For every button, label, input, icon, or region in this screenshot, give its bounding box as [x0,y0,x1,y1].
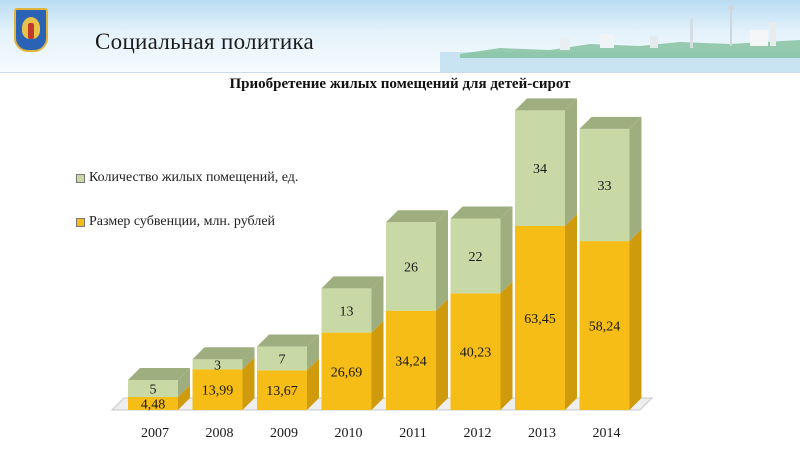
bar-group: 34,24 26 [386,210,448,410]
bar-subsidy-side [629,229,642,410]
data-label-count: 3 [214,358,221,373]
bar-subsidy [450,293,501,410]
bar-count [128,380,178,398]
x-tick-label: 2009 [270,426,298,441]
data-label-subsidy: 26,69 [331,365,363,380]
data-label-subsidy: 40,23 [460,346,492,361]
city-skyline-icon [440,5,800,72]
bar-group: 40,23 22 [450,206,513,410]
data-label-subsidy: 34,24 [395,354,427,369]
bar-subsidy-side [371,320,384,410]
bar-count [386,222,436,311]
city-emblem-icon [14,8,48,52]
bar-subsidy-side [436,298,448,410]
bar-count-side [500,206,513,294]
bar-count-side [629,116,642,242]
bar-count [579,128,630,242]
legend-swatch-subsidy [76,217,85,227]
bar-subsidy-side [500,281,513,410]
bar-top [192,347,255,360]
x-tick-label: 2007 [141,426,169,441]
bar-count [257,346,307,371]
bar-group: 4,485 [128,368,190,413]
data-label-count: 7 [279,352,286,367]
x-tick-label: 2013 [528,426,556,441]
bar-subsidy [321,332,372,410]
slide-header: Социальная политика [0,0,800,73]
bar-subsidy-side [307,358,319,410]
x-tick-label: 2010 [335,426,363,441]
bar-count-side [371,276,384,333]
data-label-count: 33 [598,179,612,194]
bar-subsidy [579,241,630,410]
x-tick-label: 2011 [399,426,426,441]
bar-top [257,334,319,347]
bar-group: 58,24 33 [579,116,642,410]
bar-count [192,359,243,370]
bar-subsidy-side [565,213,577,410]
bar-subsidy [386,310,436,410]
legend-item-subsidy: Размер субвенции, млн. рублей [76,212,298,232]
bar-top [579,116,642,129]
legend-label-subsidy: Размер субвенции, млн. рублей [89,214,276,229]
bar-group: 13,67 7 [257,334,319,410]
bar-subsidy-side [242,357,255,410]
page-title: Социальная политика [95,29,315,54]
data-label-subsidy: 4,48 [141,398,166,413]
data-label-count: 5 [150,383,157,398]
bar-count [515,110,565,226]
data-label-count: 22 [469,250,483,265]
x-tick-label: 2008 [206,426,234,441]
bar-subsidy [192,369,243,410]
bar-count-side [242,347,255,370]
bar-top [128,368,190,381]
bar-subsidy-side [178,385,190,410]
bar-subsidy [257,370,307,410]
chart-legend: Количество жилых помещений, ед. Размер с… [76,168,298,256]
data-label-count: 34 [533,162,547,177]
bar-count-side [307,334,319,371]
legend-item-count: Количество жилых помещений, ед. [76,168,298,188]
bar-group: 63,45 34 [515,98,577,410]
bar-top [450,206,513,219]
data-label-subsidy: 58,24 [589,320,621,335]
chart-title: Приобретение жилых помещений для детей-с… [229,76,571,92]
bar-count-side [565,98,577,226]
x-tick-label: 2014 [593,426,621,441]
bar-subsidy [128,397,178,410]
data-label-subsidy: 63,45 [524,312,556,327]
bar-top [321,276,384,289]
data-label-subsidy: 13,67 [266,384,298,399]
bar-count-side [436,210,448,311]
bar-top [515,98,577,111]
bar-group: 26,69 13 [321,276,384,410]
legend-swatch-count [76,173,85,183]
data-label-subsidy: 13,99 [202,384,234,399]
legend-label-count: Количество жилых помещений, ед. [89,170,299,185]
bar-group: 13,99 3 [192,347,255,410]
data-label-count: 26 [404,261,418,276]
bar-count [321,288,372,333]
data-label-count: 13 [340,304,354,319]
x-tick-label: 2012 [464,426,492,441]
bar-subsidy [515,225,565,410]
bar-top [386,210,448,223]
bar-count-side [178,368,190,398]
bar-count [450,218,501,294]
